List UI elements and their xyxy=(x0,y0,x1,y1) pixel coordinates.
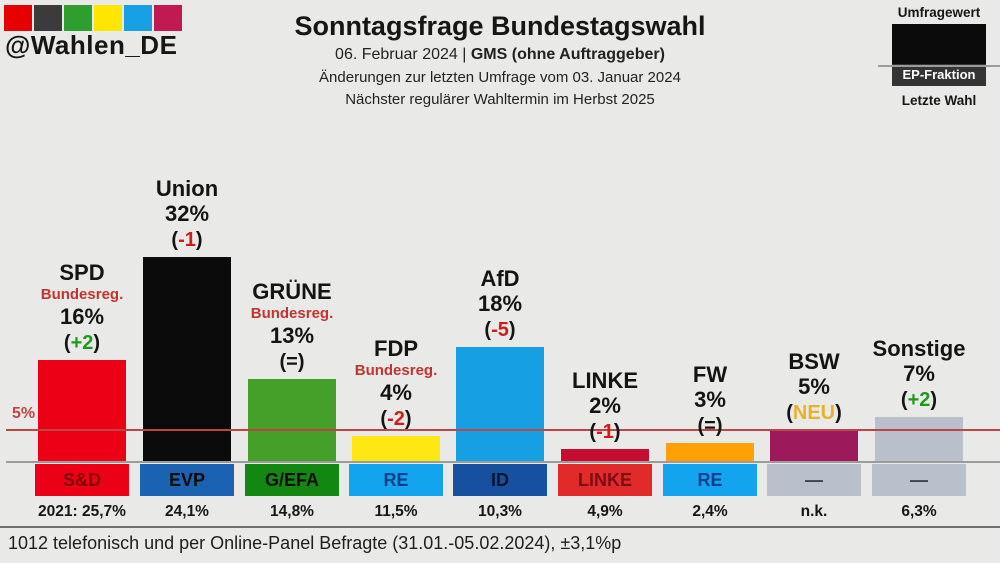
party-name-fdp: FDP xyxy=(374,336,418,361)
party-name-sonstige: Sonstige xyxy=(872,336,966,361)
bar-sonstige xyxy=(875,417,963,462)
last-election-value-bsw: n.k. xyxy=(800,503,828,520)
party-name-bsw: BSW xyxy=(788,349,840,374)
poll-value-sonstige: 7% xyxy=(903,361,935,386)
ep-group-box-afd: ID xyxy=(453,464,547,496)
party-name-union: Union xyxy=(155,176,219,201)
last-election-value-gr-ne: 14,8% xyxy=(270,503,314,520)
government-tag-gr-ne: Bundesreg. xyxy=(250,305,334,322)
change-value-fdp: (-2) xyxy=(380,408,412,430)
subtitle-change-note: Änderungen zur letzten Umfrage vom 03. J… xyxy=(319,69,681,86)
government-tag-spd: Bundesreg. xyxy=(40,286,124,303)
logo-square-4 xyxy=(124,5,152,31)
labels-fdp: FDP Bundesreg. 4% (-2) xyxy=(340,336,452,432)
logo-square-1 xyxy=(34,5,62,31)
bar-fw xyxy=(666,443,754,462)
legend-sample-bar xyxy=(892,24,986,64)
labels-sonstige: Sonstige 7% (+2) xyxy=(863,336,975,413)
change-value-bsw: (NEU) xyxy=(786,402,842,424)
legend-poll-value-label: Umfragewert xyxy=(897,5,981,20)
poll-value-union: 32% xyxy=(164,201,210,226)
bar-afd xyxy=(456,347,544,462)
last-election-value-afd: 10,3% xyxy=(478,503,522,520)
methodology-note: 1012 telefonisch und per Online-Panel Be… xyxy=(8,533,622,553)
wahlen-de-logo xyxy=(4,5,182,31)
ep-group-box-gr-ne: G/EFA xyxy=(245,464,339,496)
labels-spd: SPD Bundesreg. 16% (+2) xyxy=(26,260,138,356)
logo-square-0 xyxy=(4,5,32,31)
last-election-value-fdp: 11,5% xyxy=(374,503,418,520)
ep-group-box-fdp: RE xyxy=(349,464,443,496)
logo-square-2 xyxy=(64,5,92,31)
change-value-linke: (-1) xyxy=(589,421,621,443)
labels-fw: FW 3% (=) xyxy=(654,362,766,439)
ep-group-box-linke: LINKE xyxy=(558,464,652,496)
poll-value-fw: 3% xyxy=(694,387,726,412)
last-election-value-fw: 2,4% xyxy=(692,503,728,520)
legend: Umfragewert EP-Fraktion Letzte Wahl xyxy=(878,5,1000,108)
bar-linke xyxy=(561,449,649,462)
poll-value-linke: 2% xyxy=(589,393,621,418)
last-election-value-spd: 2021: 25,7% xyxy=(38,503,126,520)
zero-baseline xyxy=(6,461,1000,463)
ep-group-box-bsw: — xyxy=(767,464,861,496)
bar-fdp xyxy=(352,436,440,462)
party-name-fw: FW xyxy=(692,362,728,387)
poll-institute: GMS (ohne Auftraggeber) xyxy=(470,46,665,63)
last-election-value-sonstige: 6,3% xyxy=(901,503,937,520)
change-value-fw: (=) xyxy=(697,415,723,437)
party-name-gr-ne: GRÜNE xyxy=(252,279,332,304)
footer-divider xyxy=(0,526,1000,528)
change-value-spd: (+2) xyxy=(63,332,101,354)
labels-gr-ne: GRÜNE Bundesreg. 13% (=) xyxy=(236,279,348,375)
header: Sonntagsfrage Bundestagswahl 06. Februar… xyxy=(0,11,1000,108)
labels-bsw: BSW 5% (NEU) xyxy=(758,349,870,426)
logo-square-5 xyxy=(154,5,182,31)
government-tag-fdp: Bundesreg. xyxy=(354,362,438,379)
labels-linke: LINKE 2% (-1) xyxy=(549,368,661,445)
five-percent-threshold-line xyxy=(6,429,1000,431)
labels-union: Union 32% (-1) xyxy=(131,176,243,253)
bar-union xyxy=(143,257,231,462)
ep-group-box-sonstige: — xyxy=(872,464,966,496)
last-election-value-linke: 4,9% xyxy=(587,503,623,520)
five-percent-axis-label: 5% xyxy=(12,405,36,422)
poll-value-afd: 18% xyxy=(477,291,523,316)
legend-baseline xyxy=(878,65,1000,67)
ep-group-box-fw: RE xyxy=(663,464,757,496)
legend-last-election-label: Letzte Wahl xyxy=(901,93,977,108)
poll-value-spd: 16% xyxy=(59,304,105,329)
last-election-value-union: 24,1% xyxy=(165,503,209,520)
party-name-spd: SPD xyxy=(59,260,105,285)
bar-bsw xyxy=(770,430,858,462)
change-value-afd: (-5) xyxy=(484,319,516,341)
bar-spd xyxy=(38,360,126,462)
ep-group-box-union: EVP xyxy=(140,464,234,496)
party-name-linke: LINKE xyxy=(572,368,638,393)
poll-value-bsw: 5% xyxy=(798,374,830,399)
labels-afd: AfD 18% (-5) xyxy=(444,266,556,343)
subtitle-date-institute: 06. Februar 2024 | GMS (ohne Auftraggebe… xyxy=(0,46,1000,64)
subtitle-next-election: Nächster regulärer Wahltermin im Herbst … xyxy=(345,91,655,108)
poll-date: 06. Februar 2024 | xyxy=(335,46,467,63)
page-title: Sonntagsfrage Bundestagswahl xyxy=(294,11,706,41)
change-value-gr-ne: (=) xyxy=(279,351,305,373)
ep-group-box-spd: S&D xyxy=(35,464,129,496)
party-name-afd: AfD xyxy=(480,266,520,291)
change-value-sonstige: (+2) xyxy=(900,389,938,411)
poll-value-gr-ne: 13% xyxy=(269,323,315,348)
logo-square-3 xyxy=(94,5,122,31)
bar-gr-ne xyxy=(248,379,336,462)
poll-value-fdp: 4% xyxy=(380,380,412,405)
change-value-union: (-1) xyxy=(171,229,203,251)
legend-ep-group-label: EP-Fraktion xyxy=(892,64,986,86)
twitter-handle: @Wahlen_DE xyxy=(5,30,178,60)
